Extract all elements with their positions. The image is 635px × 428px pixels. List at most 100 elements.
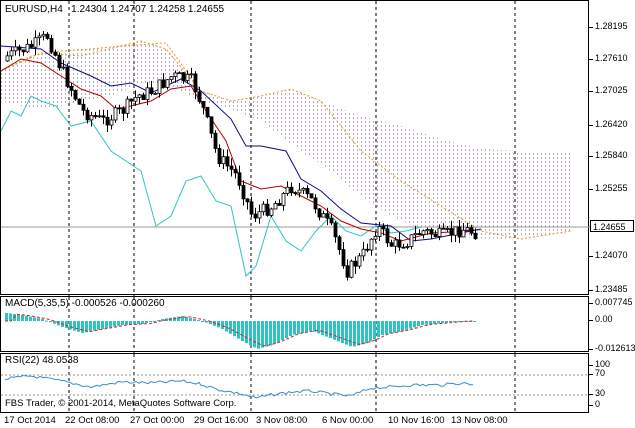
candle-body	[157, 79, 162, 94]
macd-pane[interactable]: MACD(5,35,5) -0.000526 -0.000260	[0, 296, 589, 353]
macd-histogram-bar	[129, 321, 132, 325]
macd-histogram-bar	[249, 321, 252, 346]
tenkan-sen	[1, 58, 472, 242]
macd-histogram-bar	[329, 321, 332, 339]
macd-histogram-bar	[265, 321, 268, 347]
candle-body	[185, 73, 190, 81]
candle-body	[9, 50, 14, 57]
candle-body	[153, 92, 158, 95]
candle-body	[437, 227, 442, 237]
rsi-title: RSI(22) 48.0538	[5, 355, 79, 366]
candle-body	[13, 46, 18, 52]
price-chart-pane[interactable]: EURUSD,H4 1.24304 1.24707 1.24258 1.2465…	[0, 0, 590, 296]
candle-body	[305, 188, 310, 195]
macd-histogram-bar	[141, 321, 144, 324]
macd-histogram-bar	[357, 321, 360, 346]
rsi-tick-label: 100	[588, 359, 611, 369]
senkou-span-b	[1, 42, 202, 92]
rsi-tick-label: 30	[588, 388, 606, 398]
macd-histogram-bar	[449, 321, 452, 323]
macd-histogram-bar	[233, 321, 236, 337]
candle-body	[293, 192, 298, 195]
macd-histogram-bar	[73, 321, 76, 331]
candle-body	[197, 91, 202, 102]
candle-body	[161, 79, 166, 88]
candle-body	[5, 55, 10, 62]
candle-body	[469, 227, 474, 234]
candle-body	[69, 85, 74, 91]
macd-histogram-bar	[221, 321, 224, 329]
macd-histogram-bar	[17, 314, 20, 321]
macd-histogram-bar	[373, 321, 376, 340]
macd-histogram-bar	[21, 315, 24, 321]
macd-histogram-bar	[337, 321, 340, 342]
macd-histogram-bar	[285, 321, 288, 338]
candle-body	[285, 186, 290, 194]
candle-body	[233, 169, 238, 174]
price-tick-label: 1.25255	[589, 183, 628, 193]
candle-body	[429, 229, 434, 235]
candle-body	[125, 98, 130, 114]
macd-histogram-bar	[409, 321, 412, 329]
macd-histogram-bar	[193, 319, 196, 321]
macd-histogram-bar	[189, 318, 192, 321]
macd-histogram-bar	[161, 319, 164, 321]
candle-body	[81, 103, 86, 111]
candle-body	[269, 208, 274, 216]
candle-body	[101, 115, 106, 118]
candle-body	[225, 156, 230, 167]
macd-histogram-bar	[181, 316, 184, 321]
macd-histogram-bar	[25, 315, 28, 321]
macd-histogram-bar	[101, 321, 104, 329]
macd-tick-label: -0.012613	[589, 343, 635, 353]
candle-body	[381, 225, 386, 230]
time-axis: 17 Oct 2014 22 Oct 08:00 27 Oct 00:00 29 Oc…	[0, 413, 635, 428]
price-tick-label: 1.24070	[589, 250, 628, 260]
kijun-sen	[1, 45, 482, 242]
candle-body	[309, 193, 314, 199]
macd-canvas	[5, 297, 516, 353]
candle-body	[289, 186, 294, 194]
current-price-tag: 1.24655	[590, 220, 634, 232]
candle-body	[337, 236, 342, 250]
candle-body	[257, 211, 262, 219]
macd-histogram-bar	[417, 321, 420, 327]
candle-body	[341, 249, 346, 267]
macd-histogram-bar	[137, 321, 140, 325]
macd-histogram-bar	[317, 321, 320, 334]
macd-histogram-bar	[109, 321, 112, 328]
macd-histogram-bar	[333, 321, 336, 340]
macd-histogram-bar	[441, 321, 444, 323]
rsi-axis: 100 70 30 0	[588, 353, 635, 413]
macd-histogram-bar	[457, 321, 460, 322]
candle-body	[421, 230, 426, 235]
macd-histogram-bar	[77, 321, 80, 332]
macd-histogram-bar	[377, 321, 380, 338]
macd-histogram-bar	[105, 321, 108, 329]
candle-body	[33, 37, 38, 48]
time-tick-label: 22 Oct 08:00	[65, 415, 120, 426]
macd-histogram-bar	[113, 321, 116, 327]
time-tick-label: 17 Oct 2014	[4, 415, 56, 426]
candle-body	[345, 265, 350, 278]
candle-body	[273, 202, 278, 210]
candle-body	[109, 119, 114, 126]
candle-body	[373, 236, 378, 240]
macd-histogram-bar	[45, 320, 48, 322]
chart-title: EURUSD,H4 1.24304 1.24707 1.24258 1.2465…	[5, 4, 224, 15]
macd-histogram-bar	[145, 321, 148, 323]
candle-body	[445, 228, 450, 230]
candle-body	[177, 72, 182, 75]
macd-histogram-bar	[157, 320, 160, 321]
macd-histogram-bar	[257, 321, 260, 349]
macd-histogram-bar	[397, 321, 400, 332]
time-tick-label: 10 Nov 16:00	[388, 415, 445, 426]
macd-tick-label: 0.007745	[589, 297, 633, 307]
candle-body	[173, 72, 178, 77]
candle-body	[461, 229, 466, 238]
candle-body	[145, 87, 150, 100]
macd-histogram-bar	[325, 321, 328, 337]
candle-body	[149, 87, 154, 94]
candle-body	[105, 116, 110, 126]
rsi-pane[interactable]: RSI(22) 48.0538	[0, 353, 590, 414]
